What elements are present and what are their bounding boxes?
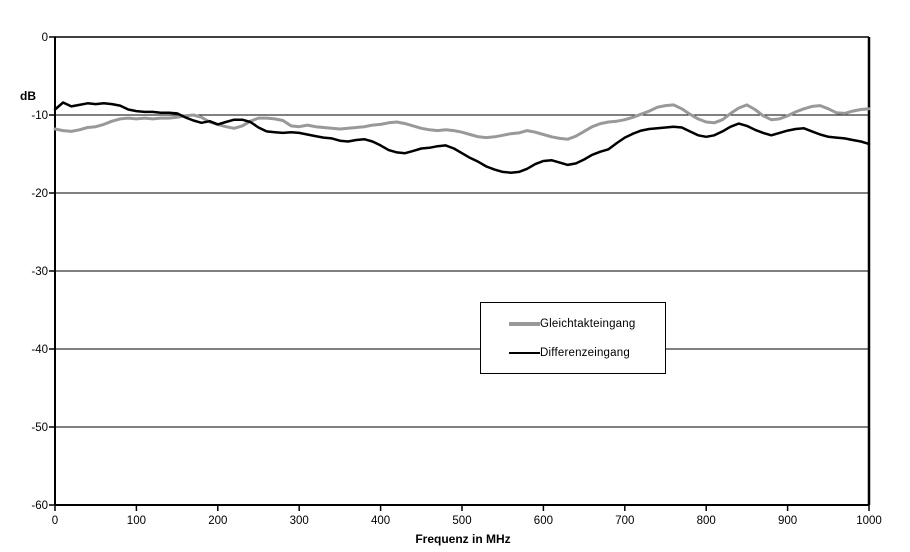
x-tick-label: 100 [127,515,146,527]
legend-entry-differenzeingang: Differenzeingang [481,347,665,359]
x-axis-title: Frequenz in MHz [0,532,910,546]
y-axis-unit-label: dB [20,89,36,103]
x-tick-label: 600 [534,515,553,527]
legend-entry-gleichtakteingang: Gleichtakteingang [481,318,665,330]
x-tick-label: 200 [208,515,227,527]
x-tick-label: 900 [778,515,797,527]
x-axis-title-text: Frequenz in MHz [415,532,511,546]
y-tick-label: -30 [31,266,48,278]
y-tick-label: 0 [42,32,48,44]
series-line-differenzeingang [53,101,871,174]
y-tick-label: -20 [31,188,48,200]
x-tick-label: 700 [615,515,634,527]
legend-label: Differenzeingang [540,346,630,359]
x-tick-label: 0 [52,515,58,527]
y-tick-label: -40 [31,344,48,356]
legend-line-sample-gray [509,321,540,326]
y-tick-label: -50 [31,422,48,434]
x-tick-label: 500 [452,515,471,527]
x-tick-label: 800 [697,515,716,527]
y-tick-label: -60 [31,500,48,512]
x-tick-label: 300 [290,515,309,527]
legend-label: Gleichtakteingang [540,317,636,330]
legend-box: Gleichtakteingang Differenzeingang [480,302,666,374]
x-tick-label: 1000 [856,515,882,527]
series-line-gleichtakteingang [53,103,871,141]
x-tick-label: 400 [371,515,390,527]
y-tick-label: -10 [31,110,48,122]
legend-line-sample-black [509,351,540,354]
